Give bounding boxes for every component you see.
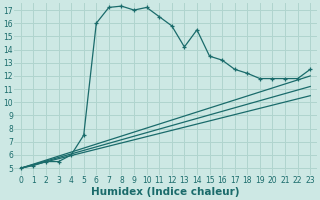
X-axis label: Humidex (Indice chaleur): Humidex (Indice chaleur) (91, 187, 240, 197)
